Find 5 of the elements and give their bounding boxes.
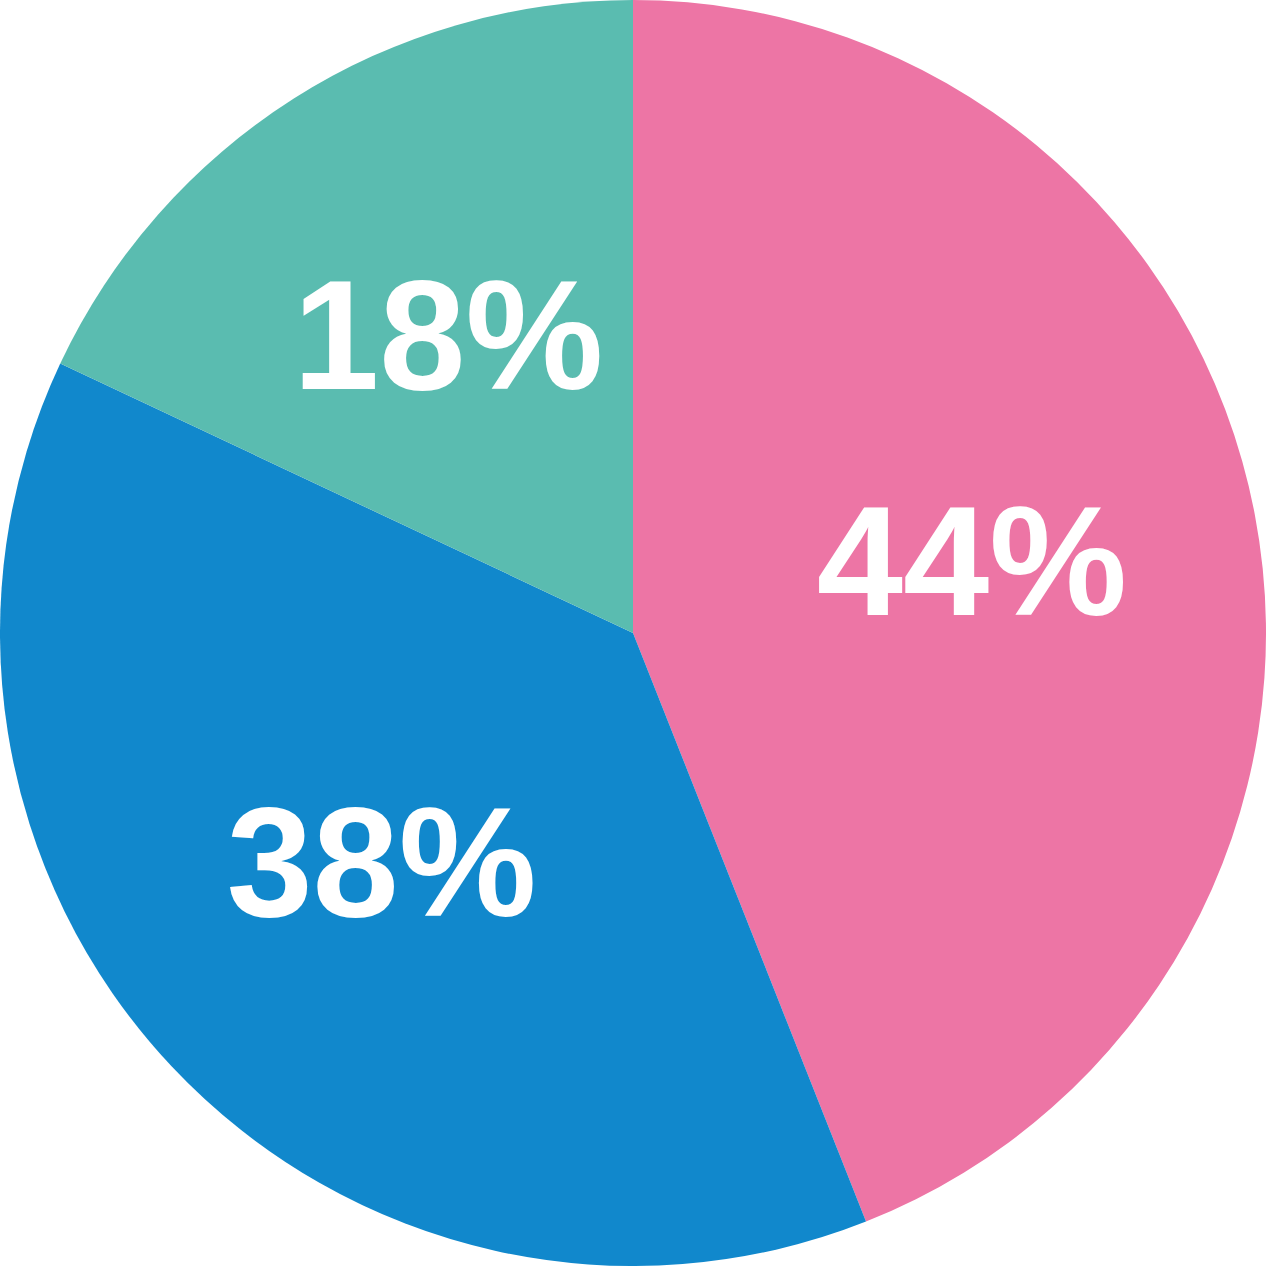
data-label: 38% [226,776,537,950]
pie-slice [633,0,1265,1222]
pie-slice [60,0,633,633]
data-label: 18% [293,248,604,422]
data-label: 44% [816,475,1128,649]
